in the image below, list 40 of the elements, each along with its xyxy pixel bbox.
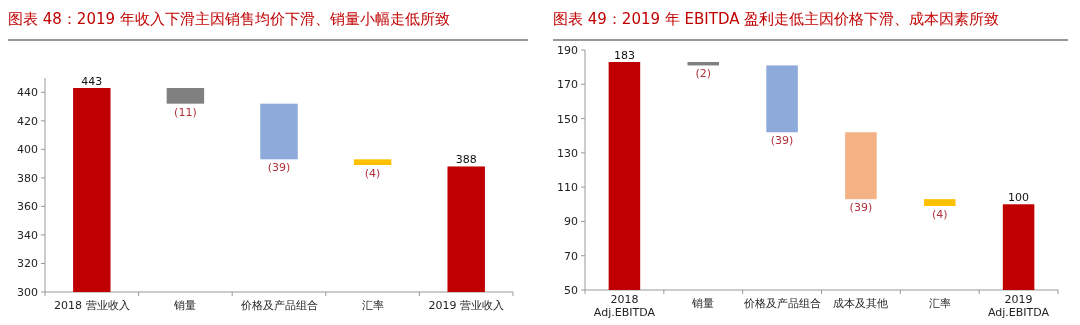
x-tick-label: 价格及产品组合 bbox=[239, 299, 318, 312]
y-tick-label: 90 bbox=[564, 215, 578, 229]
y-tick-label: 190 bbox=[557, 44, 578, 57]
y-tick-label: 130 bbox=[557, 146, 578, 160]
y-tick-label: 440 bbox=[17, 86, 38, 100]
x-tick-label: 销量 bbox=[691, 297, 715, 310]
data-label: (39) bbox=[770, 134, 794, 148]
x-tick-label: 2018 Adj.EBITDA bbox=[593, 293, 656, 319]
x-tick-label: 汇率 bbox=[361, 299, 384, 312]
y-tick-label: 170 bbox=[557, 78, 578, 92]
chart-title: 图表 48：2019 年收入下滑主因销售均价下滑、销量小幅走低所致 bbox=[8, 10, 450, 28]
x-tick-label: 2018 营业收入 bbox=[54, 299, 130, 312]
x-tick-label: 2019 Adj.EBITDA bbox=[988, 293, 1050, 319]
data-label: (4) bbox=[931, 208, 948, 221]
data-label: 183 bbox=[613, 49, 635, 62]
x-tick-label: 2019 营业收入 bbox=[428, 299, 504, 312]
data-label: (4) bbox=[364, 167, 381, 181]
y-tick-label: 400 bbox=[17, 143, 38, 157]
y-tick-label: 380 bbox=[17, 171, 38, 185]
data-label: (11) bbox=[174, 105, 197, 119]
data-label: 388 bbox=[455, 153, 477, 167]
y-tick-label: 300 bbox=[17, 286, 38, 299]
y-tick-label: 50 bbox=[564, 284, 578, 297]
data-label: (39) bbox=[849, 201, 873, 215]
y-tick-label: 320 bbox=[17, 257, 38, 271]
x-tick-label: 成本及其他 bbox=[833, 297, 889, 310]
data-label: 100 bbox=[1008, 191, 1030, 205]
y-tick-label: 110 bbox=[557, 181, 578, 195]
y-tick-label: 150 bbox=[557, 112, 578, 126]
y-tick-label: 360 bbox=[17, 200, 38, 214]
chart-title: 图表 49：2019 年 EBITDA 盈利走低主因价格下滑、成本因素所致 bbox=[553, 10, 1000, 28]
y-tick-label: 340 bbox=[17, 228, 38, 242]
x-tick-label: 汇率 bbox=[928, 297, 951, 310]
y-tick-label: 70 bbox=[564, 249, 578, 263]
data-label: (2) bbox=[695, 67, 712, 81]
x-tick-label: 销量 bbox=[173, 299, 197, 312]
data-label: (39) bbox=[267, 161, 291, 175]
data-label: 443 bbox=[81, 74, 103, 88]
y-tick-label: 420 bbox=[17, 114, 38, 128]
x-tick-label: 价格及产品组合 bbox=[742, 297, 821, 310]
